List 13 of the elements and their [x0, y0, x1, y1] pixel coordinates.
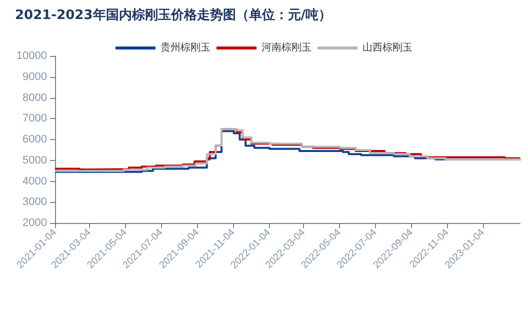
legend-label: 贵州棕刚玉 [160, 42, 210, 54]
y-tick-label: 8000 [22, 92, 47, 104]
y-tick-label: 3000 [22, 196, 47, 208]
y-tick-label: 5000 [22, 154, 47, 166]
chart-title: 2021-2023年国内棕刚玉价格走势图（单位：元/吨） [15, 7, 332, 23]
y-tick-label: 7000 [22, 112, 47, 125]
y-tick-label: 6000 [22, 134, 47, 146]
legend-label: 山西棕刚玉 [362, 42, 412, 54]
legend-label: 河南棕刚玉 [262, 42, 312, 54]
y-tick-label: 2000 [22, 217, 47, 229]
y-tick-label: 9000 [22, 70, 47, 83]
y-tick-label: 4000 [22, 175, 47, 188]
y-tick-label: 10000 [16, 50, 47, 62]
